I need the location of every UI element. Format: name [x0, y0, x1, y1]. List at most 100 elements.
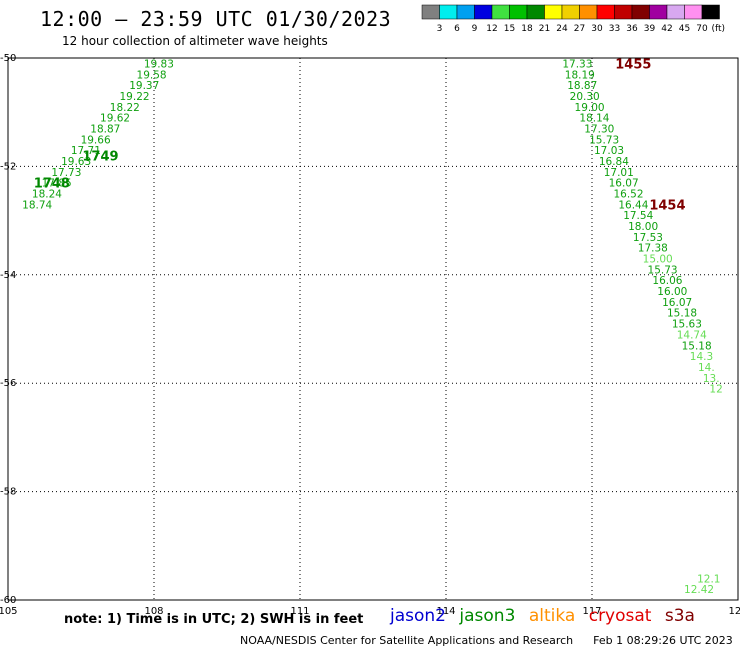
swh-point-label: 18.87 [567, 80, 597, 92]
scale-unit: (ft) [712, 24, 726, 34]
swh-point-label: 17.03 [594, 145, 624, 157]
scale-swatch [491, 4, 510, 20]
swh-point-label: 18.22 [110, 102, 140, 114]
note-text: note: 1) Time is in UTC; 2) SWH is in fe… [64, 612, 364, 627]
legend-jason2: jason2 [390, 606, 446, 626]
swh-point-label: 19.66 [81, 134, 111, 146]
scale-label: 27 [574, 24, 585, 34]
time-label: 1454 [649, 198, 685, 213]
swh-point-label: 18.87 [90, 123, 120, 135]
swh-point-label: 17.54 [623, 210, 653, 222]
swh-point-label: 14.74 [677, 329, 707, 341]
scale-swatch [509, 4, 528, 20]
scale-label: 18 [521, 24, 533, 34]
swh-point-label: 15.18 [682, 340, 712, 352]
swh-point-label: 16.84 [599, 156, 629, 168]
swh-point-label: 15.63 [672, 319, 702, 331]
scale-swatch [684, 4, 703, 20]
swh-point-label: 18.19 [565, 69, 595, 81]
chart-title: 12:00 — 23:59 UTC 01/30/2023 [40, 7, 392, 31]
swh-point-label: 17.53 [633, 232, 663, 244]
legend-altika: altika [528, 606, 576, 626]
legend-s3a: s3a [664, 606, 695, 626]
swh-point-label: 12.42 [684, 584, 714, 596]
swh-point-label: 19.83 [144, 58, 174, 70]
legend-cryosat: cryosat [588, 606, 652, 626]
scale-swatch [456, 4, 475, 20]
x-tick-label: 108 [144, 606, 163, 617]
scale-label: 15 [504, 24, 515, 34]
swh-point-label: 19.58 [137, 69, 167, 81]
scale-label: 24 [556, 24, 568, 34]
swh-point-label: 17.01 [604, 167, 634, 179]
swh-point-label: 13. [703, 373, 720, 385]
scale-label: 33 [609, 24, 620, 34]
scale-label: 70 [696, 24, 708, 34]
y-tick-label: -56 [0, 378, 16, 389]
y-tick-label: -58 [0, 487, 16, 498]
timestamp: Feb 1 08:29:26 UTC 2023 [593, 634, 733, 647]
swh-point-label: 19.22 [120, 91, 150, 103]
scale-swatch [649, 4, 668, 20]
swh-point-label: 12.1 [697, 573, 720, 585]
time-label: 1748 [34, 177, 70, 192]
swh-point-label: 16.07 [609, 178, 639, 190]
scale-label: 42 [661, 24, 672, 34]
swh-point-label: 15.00 [643, 254, 673, 266]
swh-point-label: 16.52 [613, 189, 643, 201]
swh-point-label: 18.00 [628, 221, 658, 233]
swh-point-label: 16.44 [618, 199, 648, 211]
swh-point-label: 16.07 [662, 297, 692, 309]
y-tick-label: -60 [0, 595, 16, 606]
scale-swatch [614, 4, 633, 20]
scale-swatch [526, 4, 545, 20]
scale-label: 21 [539, 24, 550, 34]
swh-point-label: 17.33 [562, 58, 592, 70]
satellite-legend: jason2 jason3 altika cryosat s3a [390, 606, 703, 626]
legend-jason3: jason3 [459, 606, 516, 626]
swh-point-label: 17.85 [42, 178, 72, 190]
scale-label: 3 [437, 24, 443, 34]
scale-swatch [439, 4, 458, 20]
swh-point-label: 19.00 [575, 102, 605, 114]
x-tick-label: 120 [728, 606, 740, 617]
swh-point-label: 19.37 [129, 80, 159, 92]
swh-point-label: 18.74 [22, 199, 52, 211]
scale-swatch [421, 4, 440, 20]
swh-point-label: 14.3 [690, 351, 713, 363]
scale-swatch [631, 4, 650, 20]
swh-point-label: 16.00 [657, 286, 687, 298]
swh-point-label: 18.24 [32, 189, 62, 201]
swh-point-label: 17.73 [51, 167, 81, 179]
plot-frame [7, 57, 739, 601]
scale-label: 12 [486, 24, 497, 34]
scale-swatch [701, 4, 720, 20]
x-tick-label: 114 [436, 606, 455, 617]
swh-point-label: 17.71 [71, 145, 101, 157]
swh-point-label: 19.62 [100, 113, 130, 125]
y-tick-label: -54 [0, 270, 16, 281]
swh-point-label: 15.18 [667, 308, 697, 320]
y-tick-label: -50 [0, 53, 16, 64]
swh-point-label: 19.63 [61, 156, 91, 168]
scale-swatch [544, 4, 563, 20]
time-label: 1455 [615, 57, 651, 72]
chart-subtitle: 12 hour collection of altimeter wave hei… [62, 34, 328, 48]
scale-label: 30 [591, 24, 603, 34]
scale-swatch [579, 4, 598, 20]
x-tick-label: 117 [582, 606, 601, 617]
scale-label: 39 [644, 24, 656, 34]
x-tick-label: 111 [290, 606, 309, 617]
swh-point-label: 17.38 [638, 243, 668, 255]
x-tick-label: 105 [0, 606, 18, 617]
scale-label: 6 [454, 24, 460, 34]
y-tick-label: -52 [0, 161, 16, 172]
swh-point-label: 16.06 [652, 275, 682, 287]
credit-line: NOAA/NESDIS Center for Satellite Applica… [240, 634, 733, 647]
credit-text: NOAA/NESDIS Center for Satellite Applica… [240, 634, 574, 647]
swh-point-label: 17.30 [584, 123, 614, 135]
swh-point-label: 15.73 [648, 264, 678, 276]
scale-swatch [666, 4, 685, 20]
scale-swatch [561, 4, 580, 20]
